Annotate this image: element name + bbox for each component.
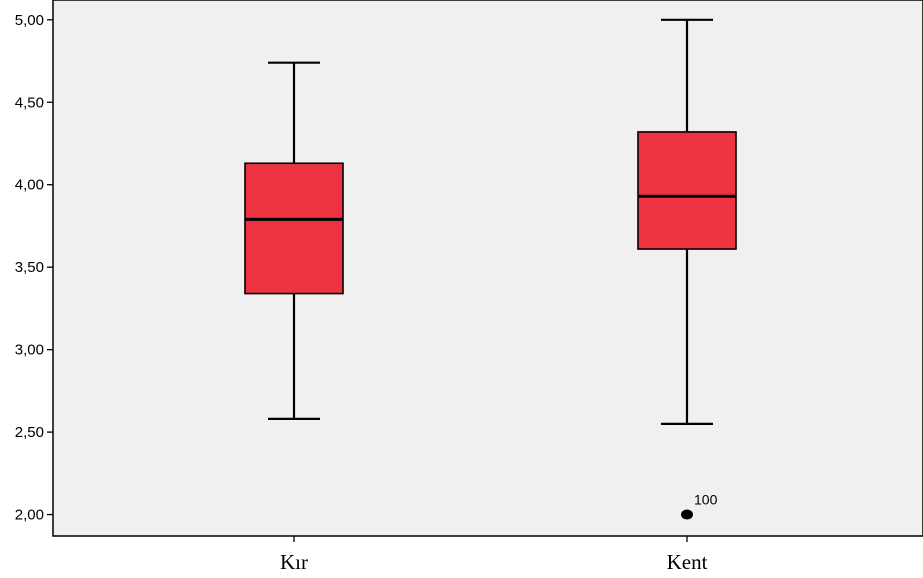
plot-area bbox=[52, 0, 923, 537]
box-iqr bbox=[637, 131, 737, 250]
box-series: 100 bbox=[244, 18, 737, 520]
y-axis: 2,00 2,50 3,00 3,50 4,00 4,50 5,00 bbox=[15, 12, 53, 524]
x-category-label: Kır bbox=[280, 550, 308, 574]
y-tick-label: 2,50 bbox=[15, 424, 44, 441]
box-group: 100 bbox=[637, 18, 737, 520]
x-category-label: Kent bbox=[667, 550, 708, 574]
box-group bbox=[244, 61, 344, 421]
y-tick-label: 4,00 bbox=[15, 177, 44, 194]
y-tick-label: 5,00 bbox=[15, 12, 44, 29]
y-tick-label: 2,00 bbox=[15, 507, 44, 524]
y-tick-label: 4,50 bbox=[15, 94, 44, 111]
outlier-label: 100 bbox=[694, 492, 718, 508]
y-tick-label: 3,00 bbox=[15, 342, 44, 359]
box-iqr bbox=[244, 162, 344, 295]
x-axis: Kır Kent bbox=[280, 536, 708, 574]
outlier-point bbox=[681, 509, 693, 520]
y-tick-label: 3,50 bbox=[15, 259, 44, 276]
